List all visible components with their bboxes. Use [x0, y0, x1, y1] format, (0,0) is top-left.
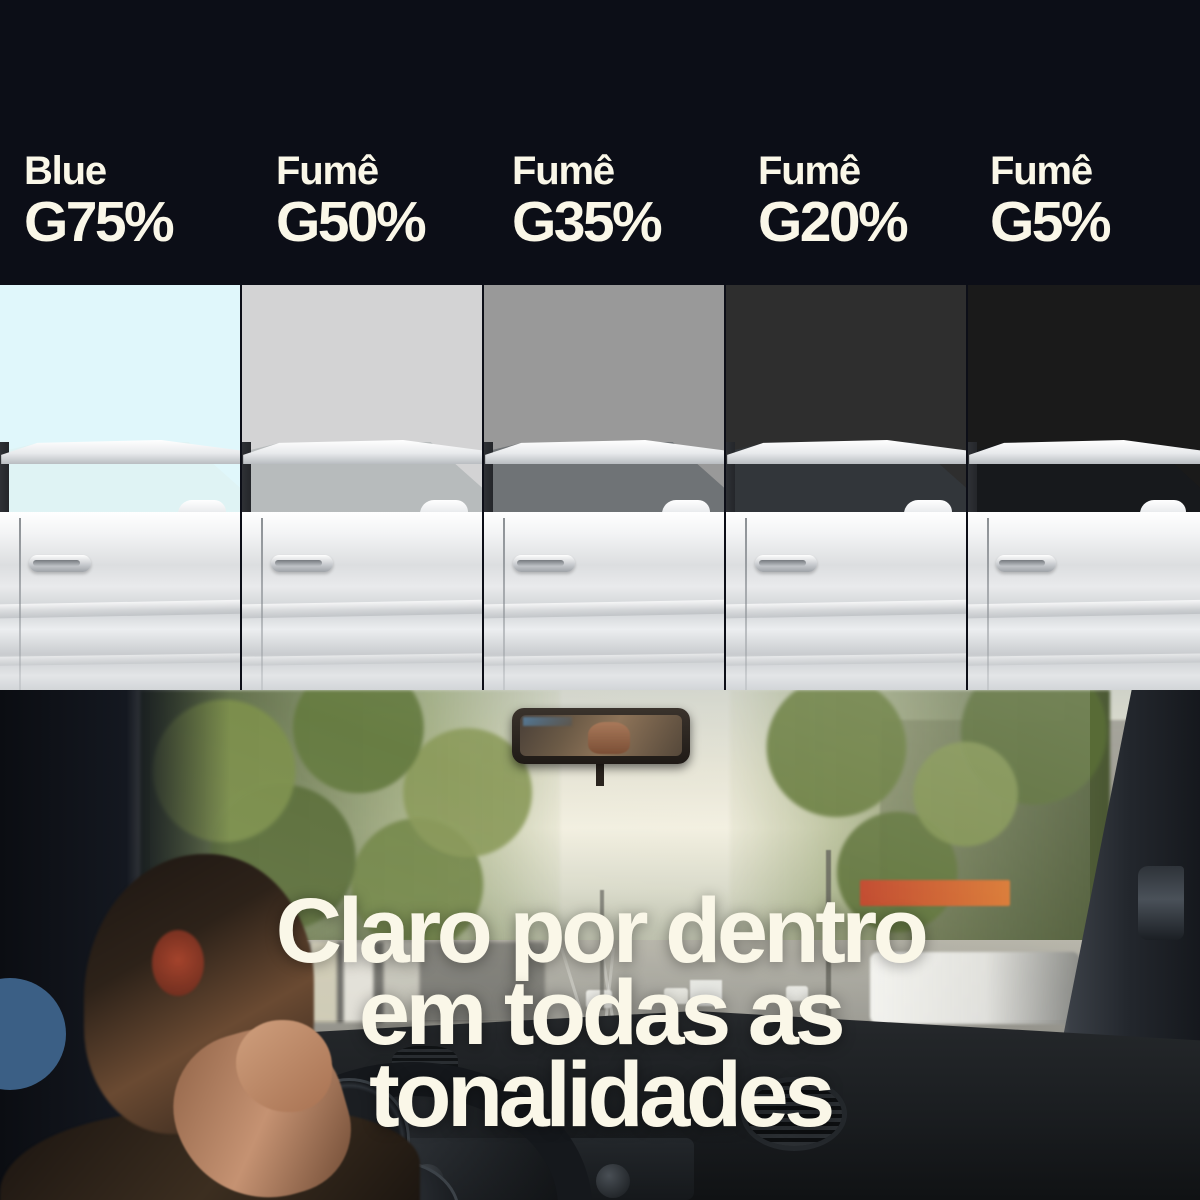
- car-cabin: [968, 438, 1200, 520]
- car-cabin: [484, 438, 724, 520]
- tint-label-g35: Fumê G35%: [482, 150, 724, 285]
- rearview-mirror: [512, 708, 690, 764]
- car-door-seam: [745, 518, 748, 690]
- street-pole: [826, 850, 831, 1020]
- car-door-image-g20: [726, 440, 966, 690]
- driver-face-reflection: [588, 721, 631, 754]
- car-roof: [1, 440, 240, 464]
- tint-grade-g75: G75%: [24, 190, 175, 254]
- tint-grade-g50: G50%: [276, 190, 427, 254]
- headline-line-1: Claro por dentro: [275, 880, 929, 982]
- car-b-pillar: [484, 442, 494, 520]
- headline-line-2: em todas as: [358, 962, 846, 1064]
- tint-brand-g75: Blue: [24, 149, 107, 193]
- car-roof: [485, 440, 724, 464]
- tint-label-g50: Fumê G50%: [240, 150, 482, 285]
- parked-cars-right: [870, 952, 1080, 1024]
- distant-car: [586, 990, 612, 1008]
- headline: Claro por dentro em todas as tonalidades: [0, 880, 1200, 1146]
- console-knob-right: [596, 1164, 630, 1198]
- tint-grade-g35: G35%: [512, 190, 663, 254]
- tint-panel-g50: [240, 285, 482, 690]
- car-door-handle: [270, 555, 334, 572]
- car-door-image-g5: [968, 440, 1200, 690]
- car-cabin: [726, 438, 966, 520]
- tint-label-g5: Fumê G5%: [966, 150, 1200, 285]
- car-door-handle: [754, 555, 818, 572]
- shop-awning: [860, 880, 1010, 906]
- car-roof: [243, 440, 482, 464]
- car-door-handle: [995, 555, 1057, 572]
- car-door-image-g75: [0, 440, 240, 690]
- tint-panel-g5: [966, 285, 1200, 690]
- tint-brand-g50: Fumê: [276, 149, 379, 193]
- car-door-seam: [503, 518, 506, 690]
- headline-line-3: tonalidades: [369, 1044, 835, 1146]
- car-door-seam: [261, 518, 264, 690]
- street-pole: [600, 890, 604, 1010]
- street-sign: [690, 980, 722, 1006]
- car-b-pillar: [968, 442, 977, 520]
- tint-label-g75: Blue G75%: [0, 150, 240, 285]
- tint-grade-g5: G5%: [990, 190, 1112, 254]
- distant-car: [664, 988, 688, 1004]
- driver-hand: [236, 1020, 332, 1112]
- tint-brand-g35: Fumê: [512, 149, 615, 193]
- exterior-side-mirror: [1138, 866, 1184, 940]
- car-door-handle: [28, 555, 92, 572]
- tint-panel-g35: [482, 285, 724, 690]
- tint-label-g20: Fumê G20%: [724, 150, 966, 285]
- air-vent-right: [746, 1082, 842, 1146]
- tint-swatch-row: [0, 285, 1200, 690]
- mirror-reflection: [523, 717, 572, 727]
- car-door-handle: [512, 555, 576, 572]
- car-door-image-g50: [242, 440, 482, 690]
- tint-grade-g20: G20%: [758, 190, 909, 254]
- car-b-pillar: [0, 442, 10, 520]
- tint-brand-g20: Fumê: [758, 149, 861, 193]
- tint-panel-g75: [0, 285, 240, 690]
- car-door-seam: [19, 518, 22, 690]
- car-b-pillar: [242, 442, 252, 520]
- rearview-mirror-glass: [520, 715, 682, 756]
- tint-panel-g20: [724, 285, 966, 690]
- car-door-seam: [986, 518, 989, 690]
- distant-car: [786, 986, 808, 1001]
- tint-label-row: Blue G75% Fumê G50% Fumê G35% Fumê G20% …: [0, 150, 1200, 285]
- trees-right: [730, 690, 1110, 950]
- car-roof: [969, 440, 1200, 464]
- driver-ear: [152, 930, 204, 996]
- car-b-pillar: [726, 442, 736, 520]
- rearview-mirror-stem: [596, 764, 604, 786]
- tint-brand-g5: Fumê: [990, 149, 1093, 193]
- car-door-image-g35: [484, 440, 724, 690]
- car-roof: [727, 440, 966, 464]
